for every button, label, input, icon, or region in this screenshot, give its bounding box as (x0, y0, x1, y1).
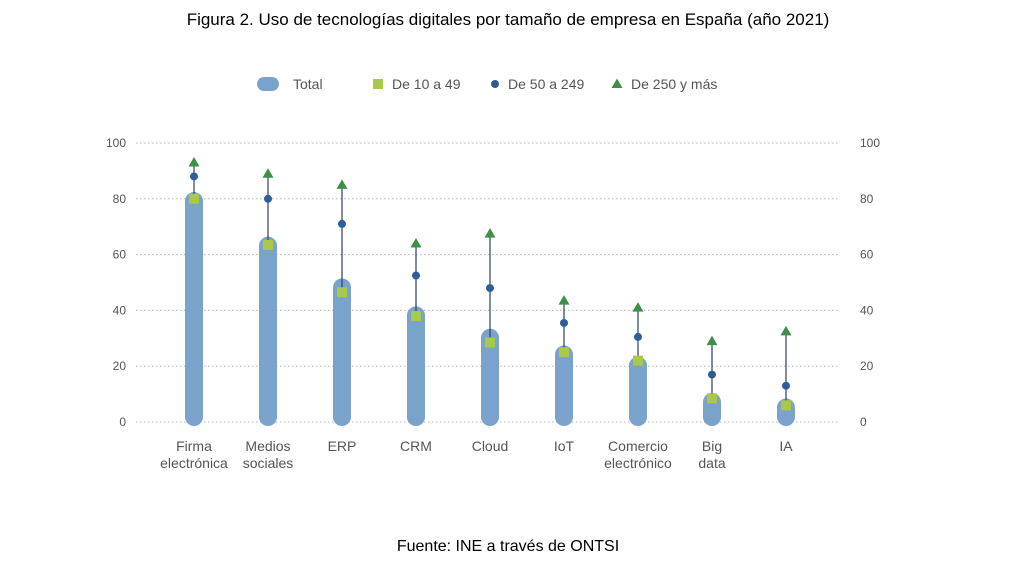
legend-marker-small (373, 79, 383, 89)
x-tick-label: IA (779, 438, 793, 454)
legend-marker-large (611, 78, 623, 88)
point-large (336, 179, 348, 189)
y-tick-label-left: 40 (113, 303, 127, 317)
point-large (558, 295, 570, 305)
point-small (411, 310, 421, 321)
point-small (707, 393, 717, 404)
bar-total (259, 236, 277, 426)
point-large (780, 325, 792, 336)
point-small (485, 337, 495, 348)
point-medium (264, 194, 272, 203)
point-medium (412, 271, 420, 280)
x-tick-label: ERP (328, 438, 357, 454)
x-axis-labels: Firma electrónica Medios sociales ERP CRM Clou… (160, 438, 793, 471)
source-note: Fuente: INE a través de ONTSI (396, 538, 620, 555)
point-small (781, 400, 791, 411)
point-medium (634, 332, 642, 341)
chart-title: Figura 2. Uso de tecnologías digitales p… (186, 10, 830, 29)
point-medium (782, 381, 790, 390)
y-tick-label-right: 60 (860, 248, 874, 262)
point-small (263, 239, 273, 250)
point-medium (560, 318, 568, 327)
y-tick-label-right: 100 (860, 136, 880, 150)
point-large (632, 302, 644, 312)
point-small (633, 355, 643, 366)
bar-total (629, 356, 647, 426)
point-large (706, 335, 718, 346)
point-large (188, 157, 200, 167)
y-tick-label-right: 0 (860, 415, 867, 429)
point-medium (708, 370, 716, 379)
y-tick-label-left: 20 (113, 359, 127, 373)
point-large (484, 228, 496, 238)
legend: Total De 10 a 49 De 50 a 249 De 250 y más (257, 76, 717, 92)
bar-total (185, 192, 203, 426)
y-tick-label-right: 40 (860, 303, 874, 317)
legend-label-small: De 10 a 49 (392, 76, 461, 92)
legend-marker-total (257, 77, 279, 91)
y-tick-label-right: 20 (860, 359, 874, 373)
y-axis-left: 0 20 40 60 80 100 (106, 136, 126, 429)
point-small (189, 193, 199, 204)
point-small (559, 347, 569, 358)
x-tick-label: Comercio electrónico (604, 438, 672, 471)
bar-total (481, 328, 499, 426)
y-tick-label-left: 0 (119, 415, 126, 429)
legend-label-total: Total (293, 76, 323, 92)
point-small (337, 287, 347, 298)
y-tick-label-right: 80 (860, 192, 874, 206)
x-tick-label: CRM (400, 438, 432, 454)
legend-label-medium: De 50 a 249 (508, 76, 584, 92)
point-large (410, 237, 422, 248)
x-tick-label: Cloud (472, 438, 509, 454)
legend-label-large: De 250 y más (631, 76, 717, 92)
point-medium (190, 172, 198, 181)
bar-total (555, 345, 573, 426)
y-tick-label-left: 100 (106, 136, 126, 150)
x-tick-label: Medios sociales (243, 438, 294, 471)
y-axis-right: 0 20 40 60 80 100 (860, 136, 880, 429)
y-tick-label-left: 80 (113, 192, 127, 206)
bar-total (333, 278, 351, 426)
x-tick-label: Firma electrónica (160, 438, 228, 471)
x-tick-label: Big data (698, 438, 725, 471)
legend-marker-medium (491, 80, 499, 88)
plot-area (185, 157, 795, 426)
bar-total (407, 306, 425, 426)
x-tick-label: IoT (554, 438, 575, 454)
point-large (262, 168, 274, 178)
point-medium (486, 284, 494, 293)
y-tick-label-left: 60 (113, 248, 127, 262)
point-medium (338, 219, 346, 228)
